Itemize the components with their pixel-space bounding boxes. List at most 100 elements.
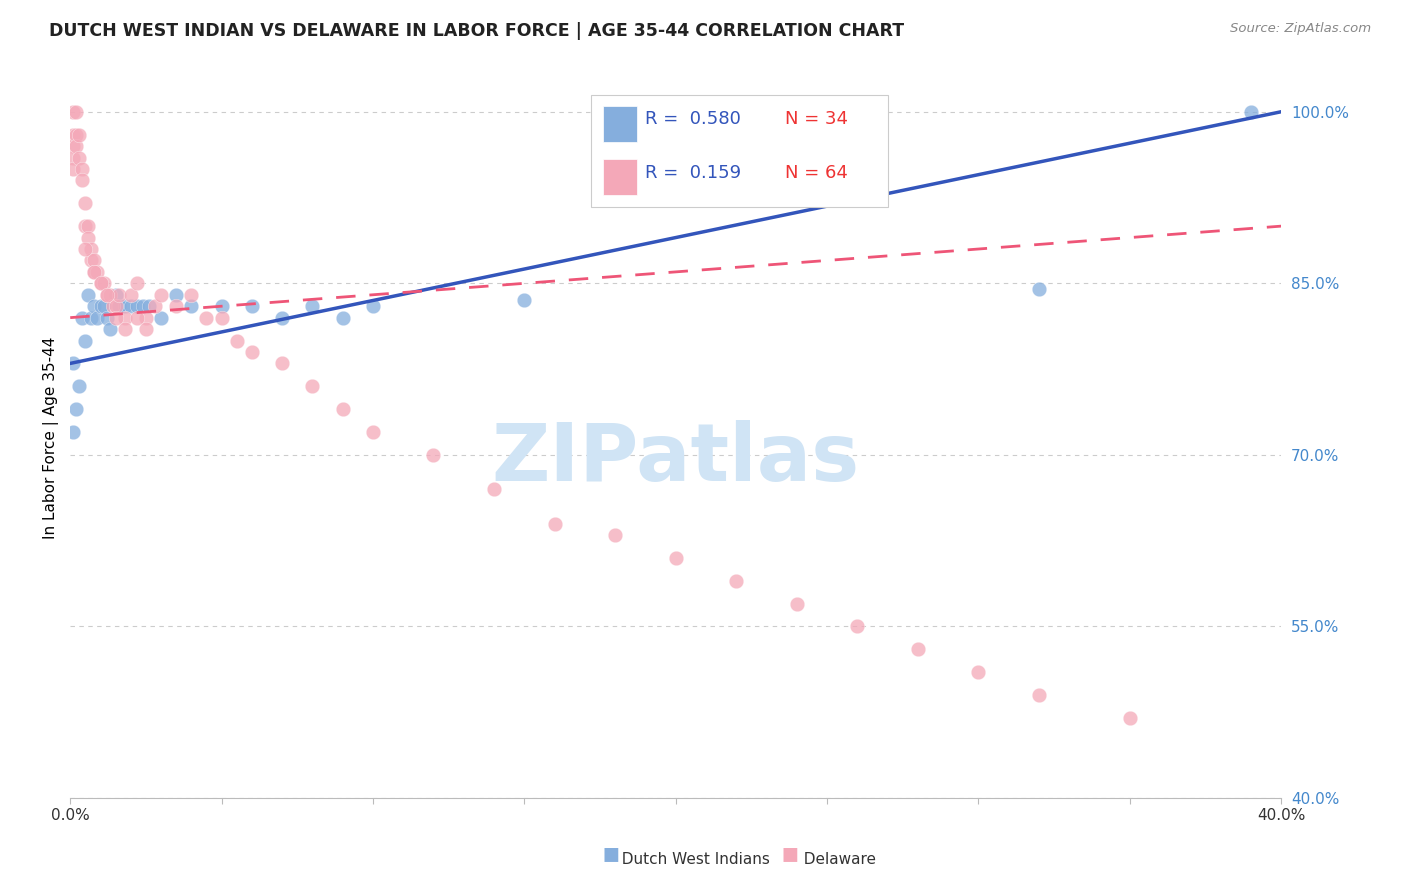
Point	[165, 287, 187, 301]
Point	[96, 287, 118, 301]
Point	[1240, 104, 1263, 119]
Point	[80, 310, 103, 325]
Point	[62, 104, 84, 119]
Point	[98, 287, 121, 301]
Point	[180, 287, 202, 301]
Point	[83, 265, 105, 279]
FancyBboxPatch shape	[603, 159, 637, 194]
Text: N = 64: N = 64	[785, 164, 848, 182]
Text: R =  0.159: R = 0.159	[645, 164, 741, 182]
Point	[543, 516, 565, 531]
Point	[72, 173, 94, 187]
Point	[104, 310, 127, 325]
Point	[101, 299, 124, 313]
Point	[603, 528, 626, 542]
Point	[225, 334, 247, 348]
Point	[86, 265, 108, 279]
Point	[62, 356, 84, 370]
Point	[332, 402, 354, 417]
Point	[77, 230, 100, 244]
Point	[75, 196, 97, 211]
Point	[967, 665, 990, 680]
Point	[150, 287, 173, 301]
Point	[143, 299, 166, 313]
Point	[62, 161, 84, 176]
Point	[132, 299, 155, 313]
Point	[65, 104, 87, 119]
Point	[361, 425, 384, 439]
Point	[83, 299, 105, 313]
Point	[513, 293, 536, 308]
Point	[77, 219, 100, 234]
Point	[65, 402, 87, 417]
Point	[114, 322, 136, 336]
Point	[195, 310, 218, 325]
Point	[240, 299, 263, 313]
Point	[72, 310, 94, 325]
Point	[77, 287, 100, 301]
Point	[120, 287, 142, 301]
Point	[72, 161, 94, 176]
Point	[89, 277, 111, 291]
Point	[104, 299, 127, 313]
Point	[75, 219, 97, 234]
Point	[114, 310, 136, 325]
Point	[135, 322, 157, 336]
Point	[846, 619, 869, 633]
Y-axis label: In Labor Force | Age 35-44: In Labor Force | Age 35-44	[44, 336, 59, 539]
Point	[422, 448, 444, 462]
Point	[75, 242, 97, 256]
Point	[125, 299, 148, 313]
Point	[120, 299, 142, 313]
Text: ▪: ▪	[602, 839, 620, 867]
Point	[86, 310, 108, 325]
Text: ZIPatlas: ZIPatlas	[492, 420, 860, 499]
Point	[240, 345, 263, 359]
Point	[271, 356, 294, 370]
Point	[1119, 711, 1142, 725]
Point	[93, 299, 115, 313]
Point	[104, 287, 127, 301]
Point	[62, 151, 84, 165]
Text: Source: ZipAtlas.com: Source: ZipAtlas.com	[1230, 22, 1371, 36]
Point	[96, 310, 118, 325]
Point	[165, 299, 187, 313]
Point	[332, 310, 354, 325]
Point	[96, 287, 118, 301]
Point	[1028, 688, 1050, 702]
Text: N = 34: N = 34	[785, 110, 848, 128]
Point	[83, 253, 105, 268]
Point	[107, 287, 129, 301]
Point	[786, 597, 808, 611]
Point	[301, 299, 323, 313]
Point	[62, 128, 84, 142]
Point	[107, 299, 129, 313]
Point	[114, 299, 136, 313]
Point	[75, 334, 97, 348]
Point	[482, 482, 505, 496]
Text: R =  0.580: R = 0.580	[645, 110, 741, 128]
Point	[67, 128, 90, 142]
Point	[93, 277, 115, 291]
Point	[138, 299, 160, 313]
Point	[67, 379, 90, 393]
Point	[1028, 282, 1050, 296]
Point	[107, 299, 129, 313]
Point	[89, 277, 111, 291]
Point	[62, 139, 84, 153]
Point	[211, 310, 233, 325]
Point	[125, 277, 148, 291]
Text: Delaware: Delaware	[794, 852, 876, 867]
Point	[907, 642, 929, 657]
Point	[125, 310, 148, 325]
Point	[271, 310, 294, 325]
Point	[89, 299, 111, 313]
Point	[80, 242, 103, 256]
Point	[80, 253, 103, 268]
Point	[301, 379, 323, 393]
FancyBboxPatch shape	[591, 95, 887, 207]
Point	[65, 139, 87, 153]
Text: Dutch West Indians: Dutch West Indians	[612, 852, 769, 867]
Point	[83, 265, 105, 279]
Point	[361, 299, 384, 313]
